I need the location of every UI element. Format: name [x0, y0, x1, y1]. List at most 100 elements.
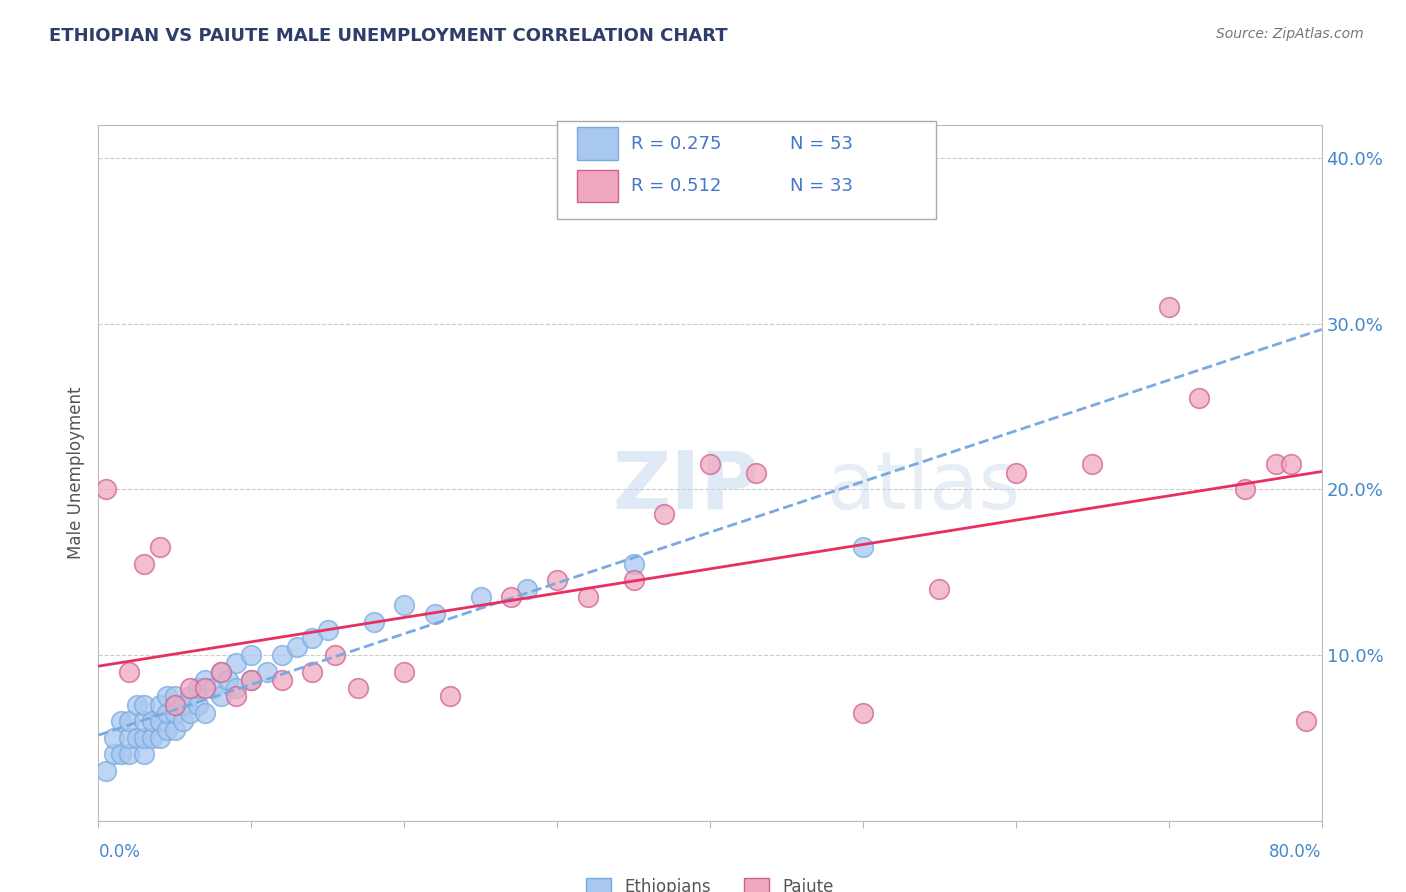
Point: [156, 690, 179, 704]
Point: [118, 731, 141, 745]
Point: [470, 590, 492, 604]
Point: [163, 698, 186, 712]
Point: [134, 557, 156, 571]
Point: [301, 665, 323, 679]
Point: [209, 690, 232, 704]
Point: [156, 706, 179, 720]
Point: [149, 714, 172, 729]
Point: [325, 648, 347, 662]
Point: [149, 541, 172, 555]
Point: [256, 665, 278, 679]
Point: [392, 599, 416, 613]
Point: [134, 747, 156, 762]
Point: [270, 673, 292, 687]
Point: [225, 690, 247, 704]
Text: ZIP: ZIP: [612, 448, 759, 525]
FancyBboxPatch shape: [576, 169, 619, 202]
Point: [163, 723, 186, 737]
Point: [103, 731, 125, 745]
Point: [1004, 466, 1026, 480]
Text: atlas: atlas: [827, 448, 1021, 525]
Point: [134, 714, 156, 729]
Point: [202, 681, 225, 695]
Point: [94, 764, 117, 778]
Point: [576, 590, 599, 604]
Text: N = 33: N = 33: [790, 178, 852, 195]
Point: [110, 714, 132, 729]
Point: [240, 673, 263, 687]
Point: [347, 681, 370, 695]
Point: [225, 681, 247, 695]
Point: [623, 574, 645, 588]
Point: [852, 541, 875, 555]
Point: [652, 507, 675, 521]
Text: R = 0.512: R = 0.512: [630, 178, 721, 195]
Point: [134, 731, 156, 745]
Y-axis label: Male Unemployment: Male Unemployment: [67, 386, 86, 559]
Point: [1234, 483, 1257, 497]
Point: [141, 714, 163, 729]
FancyBboxPatch shape: [557, 121, 936, 219]
Point: [94, 483, 117, 497]
Text: 80.0%: 80.0%: [1270, 843, 1322, 861]
Point: [172, 714, 194, 729]
Point: [392, 665, 416, 679]
Point: [149, 698, 172, 712]
Point: [179, 690, 201, 704]
Point: [187, 681, 209, 695]
Point: [439, 690, 461, 704]
Point: [134, 698, 156, 712]
Point: [110, 747, 132, 762]
Point: [516, 582, 538, 596]
Point: [316, 623, 339, 637]
Point: [928, 582, 950, 596]
Point: [156, 723, 179, 737]
Point: [301, 632, 323, 646]
Point: [209, 665, 232, 679]
Point: [118, 747, 141, 762]
FancyBboxPatch shape: [576, 128, 619, 160]
Point: [172, 698, 194, 712]
Point: [163, 706, 186, 720]
Point: [501, 590, 523, 604]
Point: [745, 466, 768, 480]
Point: [240, 648, 263, 662]
Point: [240, 673, 263, 687]
Point: [103, 747, 125, 762]
Text: N = 53: N = 53: [790, 135, 852, 153]
Point: [270, 648, 292, 662]
Text: R = 0.275: R = 0.275: [630, 135, 721, 153]
Point: [1279, 458, 1302, 472]
Point: [852, 706, 875, 720]
Legend: Ethiopians, Paiute: Ethiopians, Paiute: [579, 871, 841, 892]
Point: [141, 731, 163, 745]
Point: [546, 574, 568, 588]
Point: [149, 731, 172, 745]
Point: [194, 706, 217, 720]
Point: [423, 607, 446, 621]
Point: [209, 665, 232, 679]
Point: [125, 698, 148, 712]
Point: [1295, 714, 1317, 729]
Point: [179, 681, 201, 695]
Point: [118, 714, 141, 729]
Point: [125, 731, 148, 745]
Point: [179, 706, 201, 720]
Point: [118, 665, 141, 679]
Point: [225, 657, 247, 671]
Point: [285, 640, 308, 654]
Point: [217, 673, 239, 687]
Point: [1157, 300, 1180, 314]
Point: [1081, 458, 1104, 472]
Point: [1188, 391, 1211, 405]
Text: 0.0%: 0.0%: [98, 843, 141, 861]
Point: [194, 673, 217, 687]
Point: [194, 681, 217, 695]
Text: Source: ZipAtlas.com: Source: ZipAtlas.com: [1216, 27, 1364, 41]
Point: [699, 458, 721, 472]
Point: [163, 690, 186, 704]
Point: [1264, 458, 1286, 472]
Point: [187, 698, 209, 712]
Point: [363, 615, 385, 629]
Point: [623, 557, 645, 571]
